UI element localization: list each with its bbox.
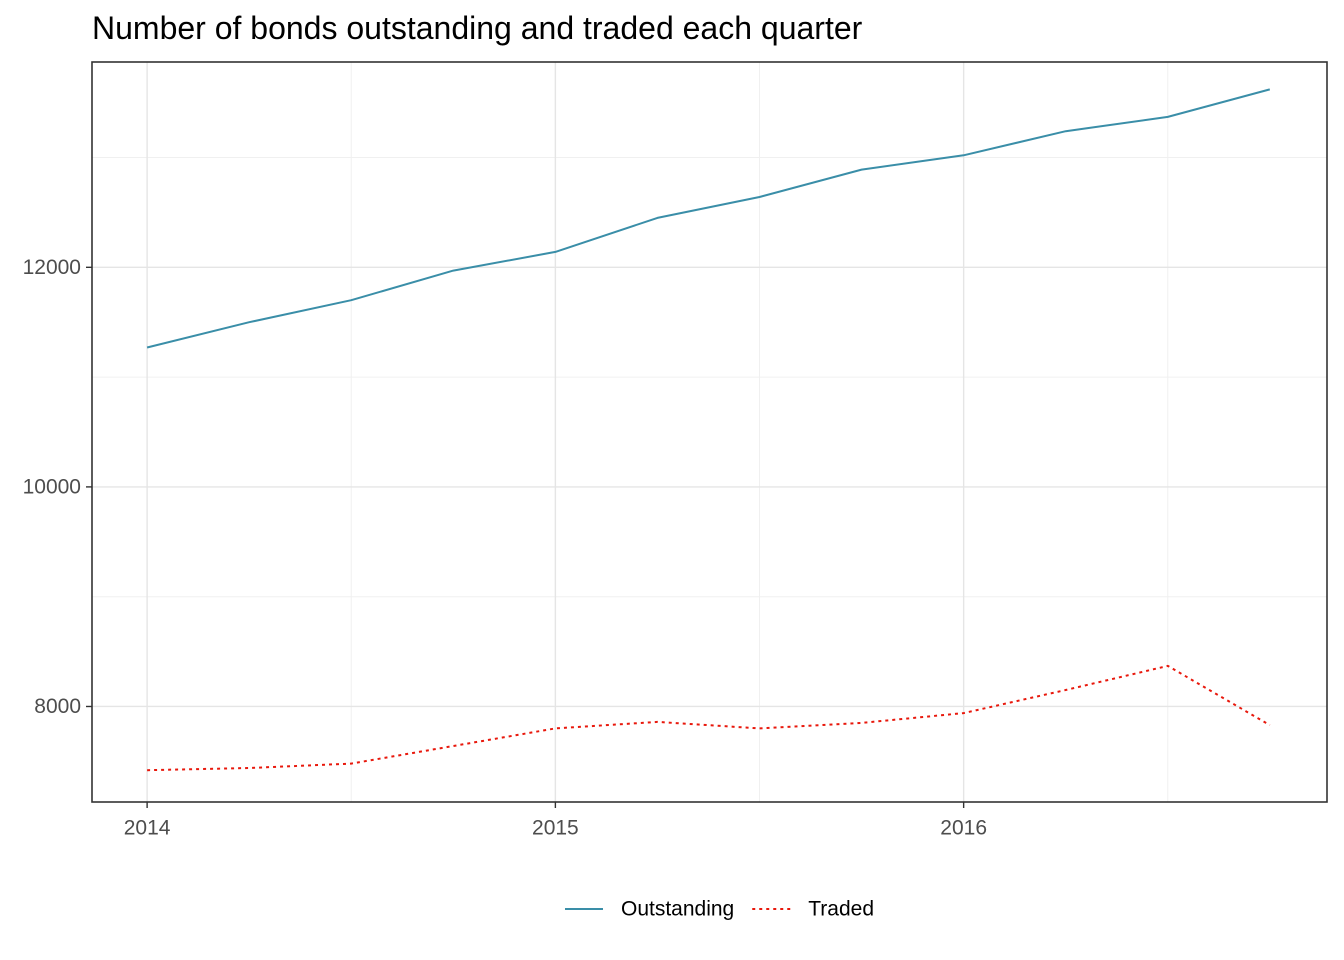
y-tick-label: 8000: [34, 695, 81, 718]
x-tick-label: 2014: [124, 817, 171, 840]
x-tick-label: 2015: [532, 817, 579, 840]
series-line-outstanding: [146, 88, 1271, 349]
y-tick-label: 10000: [23, 475, 81, 498]
legend-label-traded: Traded: [808, 898, 874, 921]
series-line-traded: [147, 664, 1271, 772]
axes: 8000 10000 12000 2014 2015 2016: [23, 256, 987, 840]
chart-title: Number of bonds outstanding and traded e…: [92, 10, 863, 46]
y-tick-label: 12000: [23, 256, 81, 279]
series-lines: [146, 88, 1271, 772]
grid-lines: [92, 62, 1327, 802]
x-tick-label: 2016: [940, 817, 987, 840]
plot-panel-border: [91, 61, 1328, 803]
legend-label-outstanding: Outstanding: [621, 898, 734, 921]
legend: Outstanding Traded: [564, 898, 874, 921]
